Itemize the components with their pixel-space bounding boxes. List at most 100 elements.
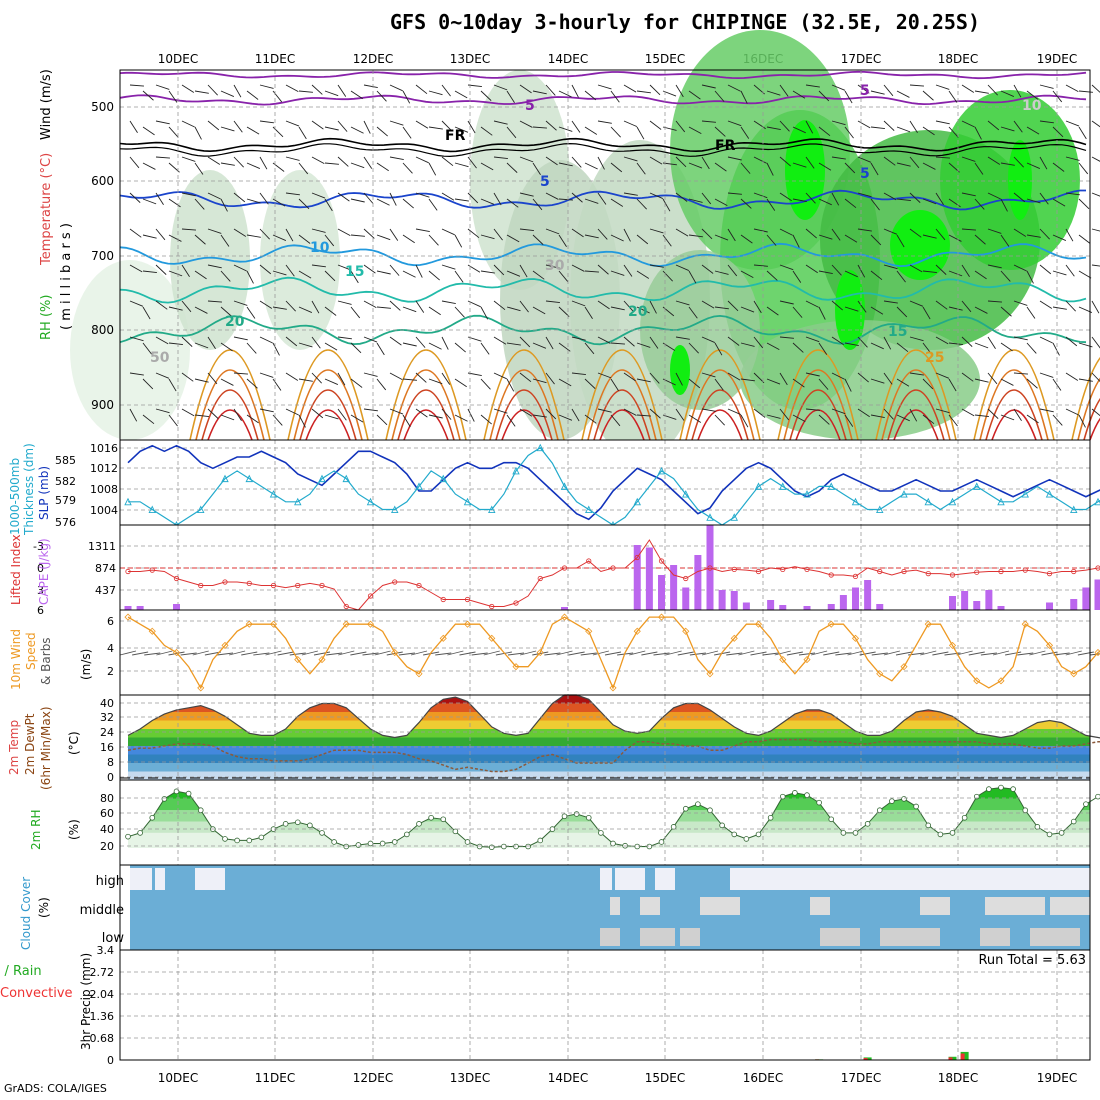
wind-barb xyxy=(467,228,480,239)
temperature-contour xyxy=(119,276,1087,304)
wind-barb xyxy=(870,270,883,281)
wind-barb xyxy=(246,126,260,135)
wind-barb xyxy=(1000,306,1012,317)
rh-marker xyxy=(682,805,689,812)
wind-barb xyxy=(844,126,854,139)
wind-barb xyxy=(194,306,208,314)
wind-barb xyxy=(779,192,792,202)
wind-marker xyxy=(1045,641,1054,649)
wind-barb xyxy=(779,84,789,97)
wind-barb xyxy=(337,408,347,421)
wind-barb-10m xyxy=(786,651,803,656)
wind-barb xyxy=(506,342,521,346)
ytick-rh: 20 xyxy=(100,840,114,853)
rh-marker xyxy=(573,811,580,817)
date-label-bottom: 11DEC xyxy=(255,1071,295,1085)
wind-barb xyxy=(610,198,624,207)
wind-barb xyxy=(363,372,378,377)
wind-barb xyxy=(974,270,987,280)
wind-barb xyxy=(155,228,166,241)
wind-marker xyxy=(391,648,399,657)
wind-barb-10m xyxy=(762,652,779,656)
cloud-mid xyxy=(920,897,950,915)
contour-label: 20 xyxy=(628,304,648,320)
temp-band xyxy=(128,763,1090,772)
wind-barb xyxy=(454,198,469,202)
wind-barb xyxy=(805,264,818,274)
panel-bg xyxy=(120,950,1090,1060)
wind-barb xyxy=(636,270,650,279)
wind-barb xyxy=(597,300,610,310)
rh-marker xyxy=(937,831,944,838)
wind-barb xyxy=(1078,378,1093,382)
wind-barb xyxy=(701,408,716,412)
wind-barb xyxy=(922,90,934,101)
wind-barb xyxy=(883,336,892,350)
cloud-low xyxy=(600,928,620,946)
wind-barb xyxy=(753,156,767,164)
wind-marker xyxy=(827,620,835,628)
wind-barb xyxy=(363,192,374,204)
wind-barb xyxy=(675,336,690,340)
wind-barb xyxy=(259,408,274,413)
wind-barb xyxy=(389,300,401,311)
warm-contour xyxy=(195,369,265,441)
rh-blob xyxy=(170,170,250,350)
wind-barb xyxy=(1026,342,1037,354)
wind-barb xyxy=(844,90,853,104)
cape-bar xyxy=(779,605,787,610)
wind-barb xyxy=(441,120,453,132)
wind-barb xyxy=(740,378,755,382)
warm-contour xyxy=(887,389,945,441)
wind-barb xyxy=(701,156,710,170)
wind-barb xyxy=(818,90,830,102)
wind-barb xyxy=(428,234,439,246)
wind-barb xyxy=(662,270,673,282)
rh-marker xyxy=(961,814,968,821)
wind-barb xyxy=(532,378,547,384)
wind-barb xyxy=(766,162,774,176)
date-label-top: 14DEC xyxy=(548,52,588,66)
wind-barb xyxy=(402,270,416,278)
rh-marker xyxy=(488,844,495,851)
wind-marker xyxy=(997,677,1005,685)
wind-barb xyxy=(129,408,138,422)
wind-barb xyxy=(714,378,724,391)
wind-barb xyxy=(350,234,365,237)
rh-marker xyxy=(792,790,798,796)
wind-barb-10m xyxy=(932,651,949,656)
wind-barb xyxy=(831,84,846,91)
wind-barb xyxy=(623,264,633,277)
wind-barb xyxy=(1052,90,1063,103)
ytick-thickness: 585 xyxy=(55,454,76,467)
cloud-low xyxy=(680,928,700,946)
wind-barb-10m xyxy=(241,651,258,656)
rh-blob xyxy=(70,260,190,440)
wind-barb xyxy=(1039,372,1054,378)
wind-barb xyxy=(1065,300,1076,312)
wind-barb xyxy=(922,162,936,170)
ytick-precip: 0 xyxy=(107,1054,114,1067)
wind-barb xyxy=(948,342,963,346)
wind-barb xyxy=(610,306,625,311)
wind-barb-10m xyxy=(726,652,743,656)
warm-contour xyxy=(391,369,461,441)
warm-contour xyxy=(973,349,1055,441)
credit-label: GrADS: COLA/IGES xyxy=(4,1082,107,1095)
wind-barb xyxy=(831,336,844,346)
wind-marker xyxy=(633,627,641,635)
wind-barb xyxy=(766,126,781,130)
wind-barb xyxy=(428,414,443,419)
wind-barb xyxy=(753,120,766,130)
wind-barb xyxy=(688,306,698,319)
contour-labels: 5 FR FR 5 5 5 10 15 20 20 15 25 30 50 10 xyxy=(150,83,1042,366)
rh-blob xyxy=(890,210,950,280)
wind-barb xyxy=(1000,162,1015,166)
warm-contour xyxy=(593,389,651,441)
wind-barb xyxy=(779,120,790,132)
wind-barb xyxy=(584,270,599,273)
wind-barb xyxy=(259,84,274,89)
temperature-contour xyxy=(119,314,1087,346)
rh-marker xyxy=(391,839,398,845)
panel-bg xyxy=(120,525,1090,610)
